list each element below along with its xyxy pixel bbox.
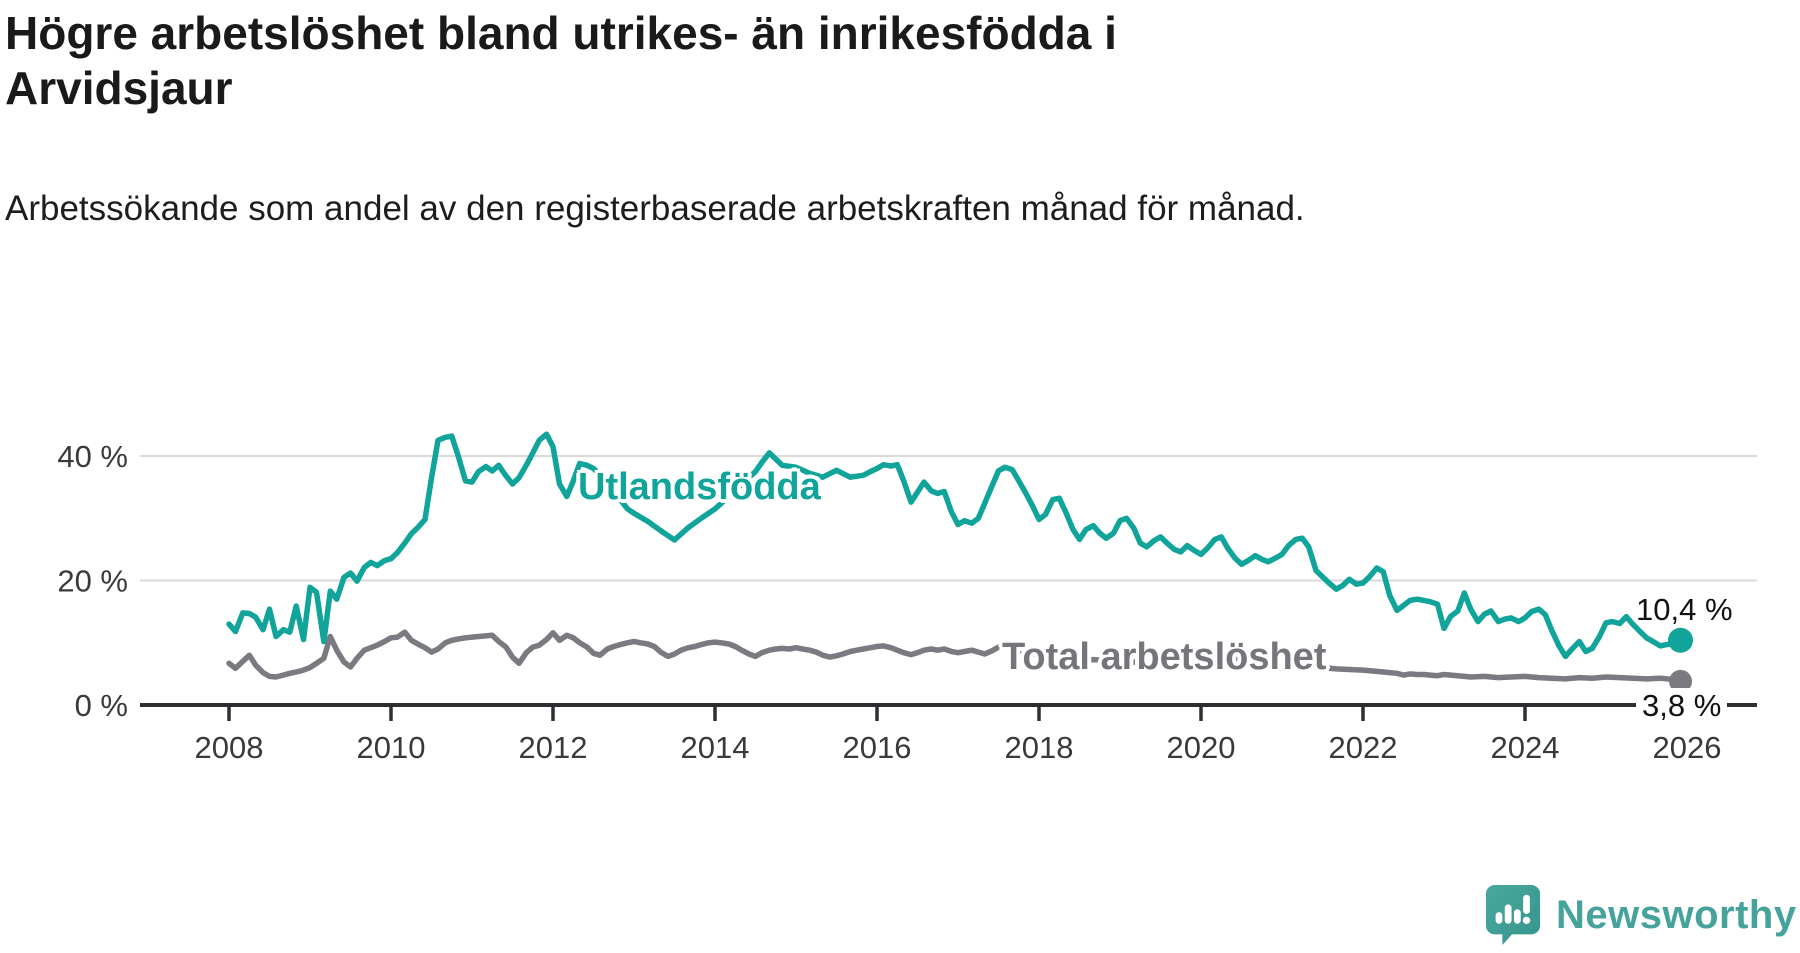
x-tick-label: 2012 bbox=[519, 730, 588, 765]
x-tick-label: 2016 bbox=[843, 730, 912, 765]
series-label-utlandsfodda: Utlandsfödda bbox=[578, 466, 821, 508]
y-tick-label: 40 % bbox=[57, 439, 128, 474]
end-dot-total-arbetsloshet bbox=[1669, 669, 1693, 693]
chart-subtitle: Arbetssökande som andel av den registerb… bbox=[5, 189, 1305, 228]
x-tick-label: 2008 bbox=[195, 730, 264, 765]
x-tick-label: 2024 bbox=[1491, 730, 1560, 765]
chart-title: Högre arbetslöshet bland utrikes- än inr… bbox=[5, 7, 1117, 115]
x-tick-label: 2026 bbox=[1653, 730, 1722, 765]
end-value-label-total: 3,8 % bbox=[1636, 688, 1728, 724]
y-tick-label: 20 % bbox=[57, 564, 128, 599]
newsworthy-bubble-chart-icon bbox=[1484, 884, 1542, 946]
x-tick-label: 2020 bbox=[1167, 730, 1236, 765]
end-dot-utlandsfodda bbox=[1668, 627, 1694, 653]
x-tick-label: 2014 bbox=[681, 730, 750, 765]
newsworthy-logo[interactable]: Newsworthy bbox=[1484, 884, 1797, 946]
line-utlandsfodda bbox=[226, 431, 1684, 660]
y-tick-label: 0 % bbox=[75, 688, 128, 723]
series-label-total-arbetsloshet: Total arbetslöshet bbox=[1002, 636, 1327, 678]
line-total-arbetsloshet bbox=[226, 629, 1684, 685]
newsworthy-wordmark: Newsworthy bbox=[1556, 892, 1797, 937]
x-tick-label: 2010 bbox=[357, 730, 426, 765]
x-tick-label: 2022 bbox=[1329, 730, 1398, 765]
x-tick-label: 2018 bbox=[1005, 730, 1074, 765]
end-value-label-utlandsfodda: 10,4 % bbox=[1636, 592, 1733, 627]
